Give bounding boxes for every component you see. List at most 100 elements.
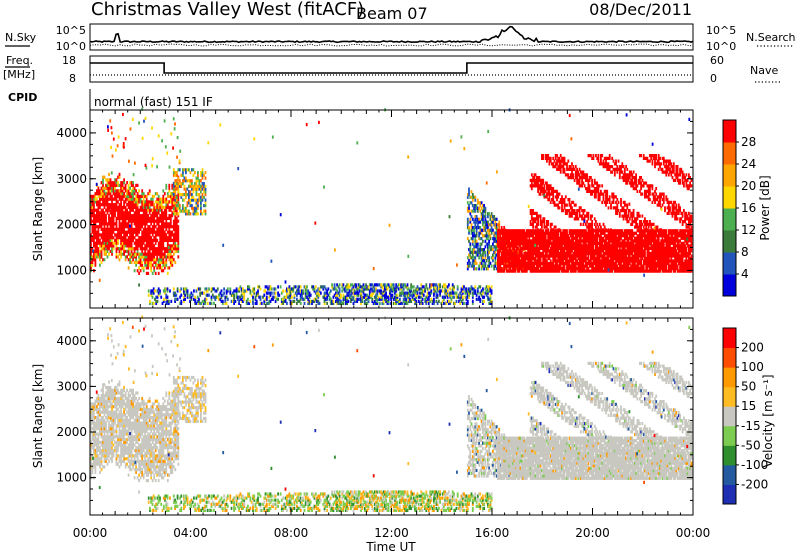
power-cell bbox=[483, 209, 485, 213]
power-cell bbox=[105, 200, 107, 204]
power-cell bbox=[121, 208, 124, 212]
power-cell bbox=[122, 112, 124, 117]
power-cell bbox=[133, 222, 136, 226]
power-cell bbox=[505, 231, 508, 235]
power-cell bbox=[469, 253, 472, 257]
power-cell bbox=[536, 261, 538, 266]
power-cell bbox=[129, 238, 131, 242]
power-cell bbox=[90, 252, 92, 256]
power-cell bbox=[249, 289, 252, 293]
power-cell bbox=[515, 246, 518, 250]
power-cell bbox=[150, 214, 153, 218]
power-cell bbox=[153, 216, 156, 220]
power-cell bbox=[483, 295, 485, 299]
power-cell bbox=[133, 236, 136, 240]
power-cell bbox=[156, 266, 159, 270]
power-cell bbox=[185, 289, 188, 293]
power-cell bbox=[546, 195, 548, 199]
power-cell bbox=[544, 195, 547, 199]
power-cell bbox=[255, 299, 258, 303]
power-cell bbox=[352, 301, 355, 305]
power-cell bbox=[482, 239, 484, 243]
power-cell bbox=[109, 181, 112, 185]
power-cell bbox=[460, 295, 463, 299]
power-cell bbox=[406, 295, 409, 299]
power-cell bbox=[538, 244, 541, 248]
power-cell bbox=[557, 256, 560, 261]
power-cell bbox=[439, 289, 441, 293]
power-cell bbox=[466, 291, 469, 295]
power-cell bbox=[420, 287, 423, 291]
power-cell bbox=[102, 230, 104, 234]
power-cell bbox=[120, 230, 122, 234]
power-cell bbox=[508, 229, 511, 233]
power-cell bbox=[177, 183, 180, 187]
power-cell bbox=[189, 193, 192, 197]
power-cell bbox=[201, 193, 204, 197]
power-cell bbox=[126, 225, 128, 229]
power-cell bbox=[177, 197, 180, 201]
power-cell bbox=[185, 190, 187, 194]
power-cell bbox=[160, 249, 163, 253]
power-cell bbox=[476, 253, 479, 257]
power-cell bbox=[538, 246, 541, 250]
power-cell bbox=[504, 239, 507, 243]
power-cell bbox=[504, 234, 507, 238]
power-cell bbox=[445, 291, 448, 295]
power-cell bbox=[340, 301, 342, 305]
power-cell bbox=[563, 167, 566, 171]
power-cell bbox=[106, 255, 109, 259]
power-cell bbox=[118, 214, 121, 218]
power-cell bbox=[102, 227, 104, 231]
power-cell bbox=[433, 293, 435, 297]
power-cell bbox=[299, 293, 302, 297]
power-cell bbox=[108, 222, 110, 226]
power-cell bbox=[304, 287, 307, 291]
power-cell bbox=[533, 217, 536, 221]
power-cell bbox=[91, 255, 94, 259]
power-cell bbox=[127, 211, 130, 215]
power-cell bbox=[421, 291, 424, 295]
power-cell bbox=[316, 289, 318, 293]
power-cell bbox=[157, 291, 160, 295]
power-cell bbox=[323, 291, 326, 295]
power-cell bbox=[123, 205, 125, 209]
power-cell bbox=[103, 244, 106, 248]
power-cell bbox=[162, 211, 165, 215]
power-cell bbox=[561, 241, 563, 245]
power-cell bbox=[536, 211, 538, 215]
power-cell bbox=[130, 194, 133, 198]
power-cell bbox=[90, 203, 92, 207]
power-cell bbox=[448, 299, 450, 303]
power-cell bbox=[163, 205, 166, 209]
power-cell bbox=[288, 287, 291, 291]
power-cell bbox=[90, 241, 92, 245]
power-cell bbox=[169, 255, 172, 259]
power-cell bbox=[538, 264, 541, 268]
power-cell bbox=[177, 227, 180, 231]
power-cell bbox=[538, 187, 541, 191]
power-cell bbox=[507, 239, 509, 243]
power-cell bbox=[530, 254, 533, 258]
power-cell bbox=[199, 291, 202, 295]
power-cell bbox=[121, 219, 124, 223]
power-cell bbox=[109, 241, 112, 245]
power-cell bbox=[132, 238, 134, 242]
power-cell bbox=[326, 301, 328, 305]
power-cell bbox=[348, 289, 351, 293]
power-cell bbox=[492, 217, 494, 221]
power-cell bbox=[169, 216, 172, 220]
power-cell bbox=[551, 267, 553, 271]
power-cell bbox=[193, 289, 195, 293]
power-cell bbox=[139, 219, 142, 223]
power-cell bbox=[93, 205, 95, 209]
power-cell bbox=[160, 244, 163, 248]
power-cell bbox=[240, 297, 243, 301]
power-cell bbox=[500, 259, 503, 263]
power-cell bbox=[121, 236, 124, 240]
power-cell bbox=[94, 260, 97, 264]
power-cell bbox=[538, 256, 541, 261]
power-cell bbox=[384, 289, 386, 293]
power-cell bbox=[482, 291, 484, 295]
power-cell bbox=[177, 182, 180, 186]
